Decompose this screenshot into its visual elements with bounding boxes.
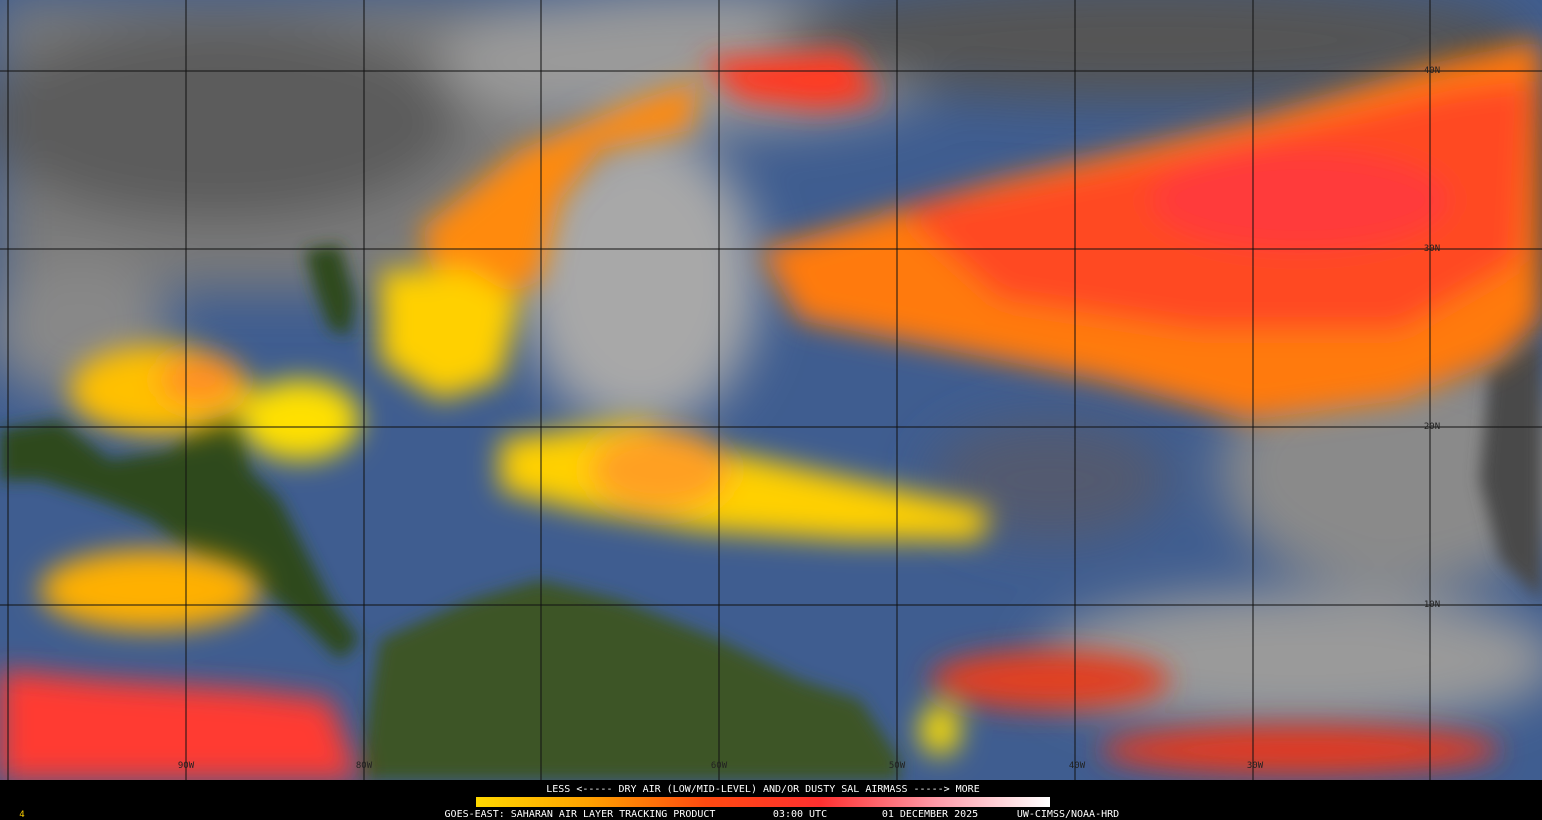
clouds xyxy=(0,0,1542,730)
credit: UW-CIMSS/NOAA-HRD xyxy=(1017,809,1119,820)
lon-label: 80W xyxy=(356,761,373,771)
lat-label: 10N xyxy=(1424,600,1440,610)
lon-label: 90W xyxy=(178,761,195,771)
lon-label: 30W xyxy=(1247,761,1264,771)
product-name: GOES-EAST: SAHARAN AIR LAYER TRACKING PR… xyxy=(445,809,716,820)
grid-labels: 90W 80W 60W 50W 40W 30W 40N 30N 20N 10N xyxy=(178,66,1440,771)
lat-label: 20N xyxy=(1424,422,1440,432)
imagery xyxy=(0,0,1542,780)
time: 03:00 UTC xyxy=(773,809,827,820)
date: 01 DECEMBER 2025 xyxy=(882,809,978,820)
frame-number: 4 xyxy=(19,810,24,820)
graticule xyxy=(0,0,1542,780)
lat-label: 30N xyxy=(1424,244,1440,254)
legend-caption: LESS <----- DRY AIR (LOW/MID-LEVEL) AND/… xyxy=(546,784,979,795)
dust-plumes xyxy=(0,40,1540,780)
color-bar xyxy=(476,797,1050,807)
lat-label: 40N xyxy=(1424,66,1440,76)
lon-label: 60W xyxy=(711,761,728,771)
lon-label: 50W xyxy=(889,761,906,771)
land xyxy=(0,245,1542,780)
lon-label: 40W xyxy=(1069,761,1086,771)
